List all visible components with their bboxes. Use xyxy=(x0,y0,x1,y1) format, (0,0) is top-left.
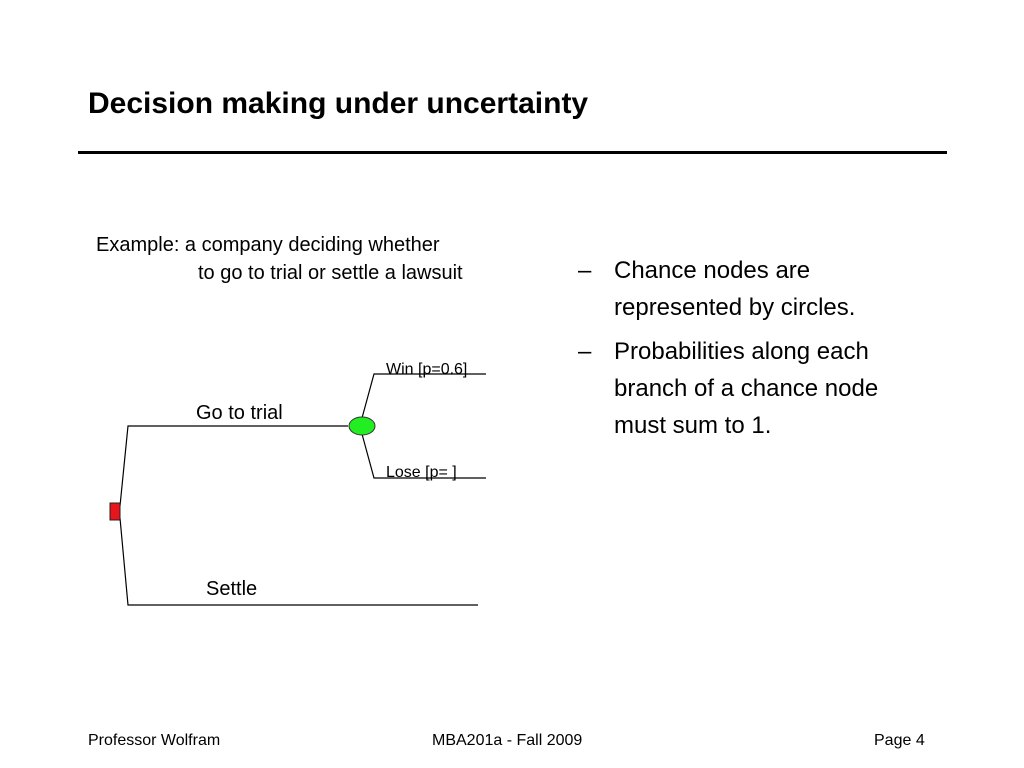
bullet-item-chance-nodes: – Chance nodes are represented by circle… xyxy=(578,252,938,326)
bullet-text-line: must sum to 1. xyxy=(614,412,772,439)
bullet-dash: – xyxy=(578,257,592,284)
bullet-text-line: represented by circles. xyxy=(614,294,856,321)
footer-author: Professor Wolfram xyxy=(88,732,221,749)
win-probability-label: Win [p=0.6] xyxy=(386,361,467,378)
example-text-line-2: to go to trial or settle a lawsuit xyxy=(198,262,463,284)
slide-title: Decision making under uncertainty xyxy=(88,87,589,120)
trial-branch-line xyxy=(119,425,348,507)
bullet-text-line: Probabilities along each xyxy=(614,338,869,365)
bullet-text-line: branch of a chance node xyxy=(614,375,879,402)
title-divider xyxy=(78,151,947,154)
chance-node-circle xyxy=(348,416,376,436)
bullet-item-probabilities: – Probabilities along each branch of a c… xyxy=(578,333,938,444)
bullet-text-line: Chance nodes are xyxy=(614,257,811,284)
settle-label: Settle xyxy=(206,578,257,600)
footer-course: MBA201a - Fall 2009 xyxy=(432,732,583,749)
win-branch-line xyxy=(361,373,486,419)
lose-branch-line xyxy=(361,433,486,479)
lose-probability-label: Lose [p= ] xyxy=(386,464,457,481)
footer-page-number: Page 4 xyxy=(874,732,925,749)
example-text-line-1: Example: a company deciding whether xyxy=(96,234,440,256)
decision-node-square xyxy=(109,502,121,521)
bullet-list: – Chance nodes are represented by circle… xyxy=(578,252,938,451)
settle-branch-line xyxy=(119,517,478,606)
go-to-trial-label: Go to trial xyxy=(196,402,283,424)
bullet-dash: – xyxy=(578,338,592,365)
